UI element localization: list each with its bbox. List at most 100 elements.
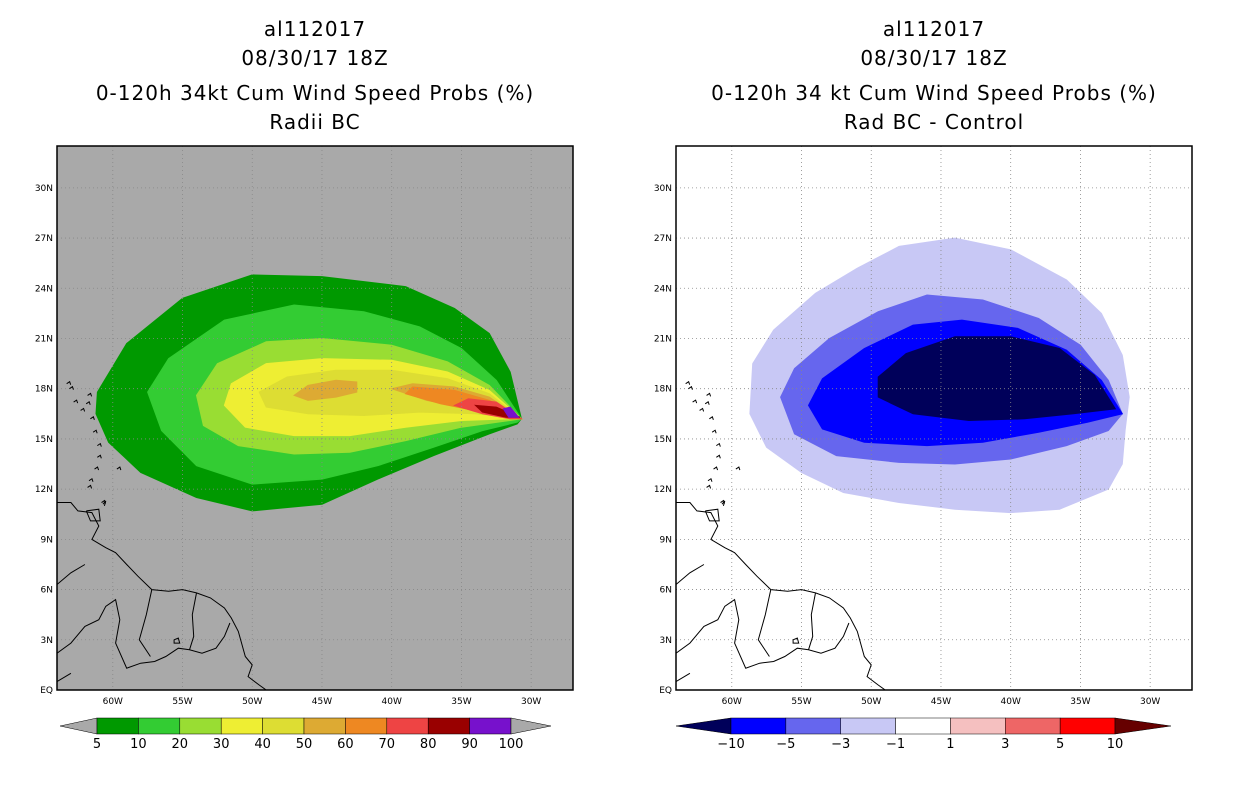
y-tick-label-EQ: EQ (659, 686, 672, 696)
contour-level-50-6 (293, 379, 358, 401)
colorbar-label-30: 30 (213, 737, 230, 752)
island-1 (706, 392, 712, 397)
island-10 (87, 484, 93, 489)
colorbar-label-100: 100 (499, 737, 524, 752)
colorbar-swatch-20 (179, 717, 222, 735)
island-9 (707, 477, 713, 482)
right-chart-subtitle: Rad BC - Control (843, 110, 1025, 134)
coastline-1 (676, 598, 850, 669)
x-tick-label-45W: 45W (312, 697, 332, 707)
island-8 (713, 466, 719, 471)
x-tick-label-45W: 45W (931, 697, 951, 707)
colorbar-label--1: −1 (886, 737, 905, 752)
coastline-2 (757, 589, 772, 657)
island-15 (720, 499, 725, 504)
right-storm-id: al112017 (882, 17, 986, 41)
island-7 (97, 454, 102, 459)
coastline-0 (57, 502, 267, 690)
x-tick-label-40W: 40W (382, 697, 402, 707)
y-tick-label-30N: 30N (654, 184, 672, 194)
right-panel-titles: al112017 08/30/17 18Z 0-120h 34 kt Cum W… (676, 15, 1192, 137)
island-11 (735, 466, 741, 471)
contour-level--10-3 (877, 336, 1117, 422)
colorbar-swatch-1 (785, 717, 841, 735)
island-6 (716, 442, 721, 447)
colorbar-label-80: 80 (420, 737, 437, 752)
colorbar-label-5: 5 (1056, 737, 1064, 752)
colorbar-swatch-2 (840, 717, 896, 735)
x-tick-label-30W: 30W (1140, 697, 1160, 707)
coastline-4 (57, 564, 86, 585)
coastline-6 (721, 500, 726, 507)
coastline-1 (57, 598, 231, 669)
x-tick-label-35W: 35W (451, 697, 471, 707)
right-colorbar: −10 −5 −3 −1 1 3 5 10 (675, 717, 1172, 752)
y-tick-label-21N: 21N (35, 334, 53, 344)
colorbar-swatch-80 (427, 717, 470, 735)
colorbar-swatch-3 (895, 717, 951, 735)
coastline-5 (85, 508, 101, 522)
colorbar-left-triangle (59, 717, 98, 735)
colorbar-label-60: 60 (337, 737, 354, 752)
colorbar-swatch-50 (303, 717, 346, 735)
colorbar-label-5: 5 (93, 737, 101, 752)
colorbar-swatch-70 (386, 717, 429, 735)
x-tick-label-60W: 60W (722, 697, 742, 707)
y-tick-label-3N: 3N (660, 636, 672, 646)
coastline-3 (189, 592, 197, 650)
x-tick-label-35W: 35W (1070, 697, 1090, 707)
y-tick-label-12N: 12N (35, 485, 53, 495)
colorbar-label--3: −3 (831, 737, 850, 752)
left-storm-id: al112017 (263, 17, 367, 41)
island-12 (699, 407, 705, 412)
island-5 (92, 429, 98, 434)
colorbar-right-triangle (1114, 717, 1172, 735)
colorbar-label-20: 20 (172, 737, 189, 752)
island-11 (116, 466, 122, 471)
right-map-panel: 60W 55W 50W 45W 40W 35W 30W EQ 3N 6N 9N 12N 15N 18N 21… (654, 145, 1193, 707)
x-tick-label-30W: 30W (521, 697, 541, 707)
left-datetime: 08/30/17 18Z (241, 46, 389, 70)
coastline-2 (138, 589, 153, 657)
colorbar-swatch-30 (220, 717, 263, 735)
island-10 (706, 484, 712, 489)
island-3 (688, 385, 693, 390)
coastline-3 (808, 592, 816, 650)
coastline-4 (676, 564, 705, 585)
colorbar-label-10: 10 (130, 737, 147, 752)
colorbar-swatch-6 (1059, 717, 1116, 735)
y-tick-label-9N: 9N (660, 535, 672, 545)
x-tick-label-50W: 50W (242, 697, 262, 707)
island-0 (85, 400, 91, 405)
y-tick-label-15N: 15N (654, 435, 672, 445)
colorbar-swatch-5 (1005, 717, 1061, 735)
x-tick-label-55W: 55W (172, 697, 192, 707)
left-chart-title: 0-120h 34kt Cum Wind Speed Probs (%) (95, 81, 535, 105)
island-14 (47, 380, 51, 383)
colorbar-swatch-5 (96, 717, 139, 735)
right-datetime: 08/30/17 18Z (860, 46, 1008, 70)
y-tick-label-24N: 24N (35, 284, 53, 294)
left-colorbar: 5 10 20 30 40 50 60 70 80 90 100 (59, 717, 552, 752)
y-tick-label-6N: 6N (660, 586, 672, 596)
colorbar-label-1: 1 (946, 737, 954, 752)
coastline-5 (704, 508, 720, 522)
coastline-0 (676, 502, 886, 690)
colorbar-swatch-60 (345, 717, 388, 735)
coastline-8 (57, 672, 72, 683)
colorbar-swatch-10 (138, 717, 181, 735)
island-4 (709, 416, 714, 420)
y-tick-label-24N: 24N (654, 284, 672, 294)
x-tick-label-55W: 55W (791, 697, 811, 707)
colorbar-label-50: 50 (296, 737, 313, 752)
coastline-6 (102, 500, 107, 507)
colorbar-swatch-40 (262, 717, 305, 735)
colorbar-label--5: −5 (776, 737, 795, 752)
y-tick-label-18N: 18N (654, 385, 672, 395)
y-tick-label-21N: 21N (654, 334, 672, 344)
coastline-8 (676, 672, 691, 683)
island-3 (69, 385, 74, 390)
left-panel-titles: al112017 08/30/17 18Z 0-120h 34kt Cum Wi… (57, 15, 573, 137)
coastline-7 (792, 637, 800, 644)
island-15 (101, 499, 106, 504)
